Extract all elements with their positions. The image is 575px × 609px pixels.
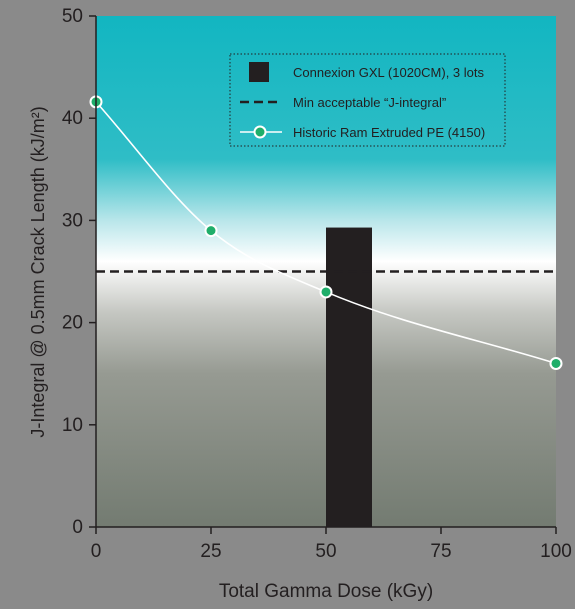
historic-pe-point	[204, 224, 218, 238]
legend-reference-label: Min acceptable “J-integral”	[293, 95, 446, 110]
y-tick-label: 0	[72, 517, 83, 538]
x-tick-label: 100	[540, 541, 572, 562]
x-tick-label: 25	[200, 541, 221, 562]
y-axis-label: J-Integral @ 0.5mm Crack Length (kJ/m²)	[28, 106, 48, 437]
x-tick-label: 0	[91, 541, 102, 562]
y-tick-label: 10	[62, 415, 83, 436]
historic-pe-point	[549, 356, 563, 370]
legend-box	[229, 53, 506, 147]
y-tick-label: 40	[62, 108, 83, 129]
bar-connexion-gxl	[326, 227, 372, 527]
legend: Connexion GXL (1020CM), 3 lots Min accep…	[229, 53, 506, 147]
x-tick-label: 75	[430, 541, 451, 562]
x-ticks: 0 25 50 75 100	[91, 527, 572, 562]
historic-pe-point	[319, 285, 333, 299]
y-tick-label: 50	[62, 6, 83, 27]
x-tick-label: 50	[315, 541, 336, 562]
historic-pe-line	[95, 101, 557, 365]
bars-layer	[326, 227, 372, 527]
legend-line-label: Historic Ram Extruded PE (4150)	[293, 125, 485, 140]
legend-bar-swatch	[249, 62, 269, 82]
legend-line-marker	[253, 125, 267, 139]
y-tick-label: 20	[62, 313, 83, 334]
legend-bar-label: Connexion GXL (1020CM), 3 lots	[293, 65, 485, 80]
line-series-layer	[89, 95, 563, 370]
y-tick-label: 30	[62, 210, 83, 231]
x-axis-label: Total Gamma Dose (kGy)	[219, 581, 433, 602]
y-ticks: 0 10 20 30 40 50	[62, 6, 96, 538]
